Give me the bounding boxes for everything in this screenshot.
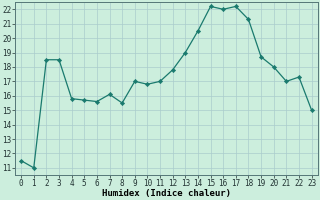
X-axis label: Humidex (Indice chaleur): Humidex (Indice chaleur) bbox=[102, 189, 231, 198]
